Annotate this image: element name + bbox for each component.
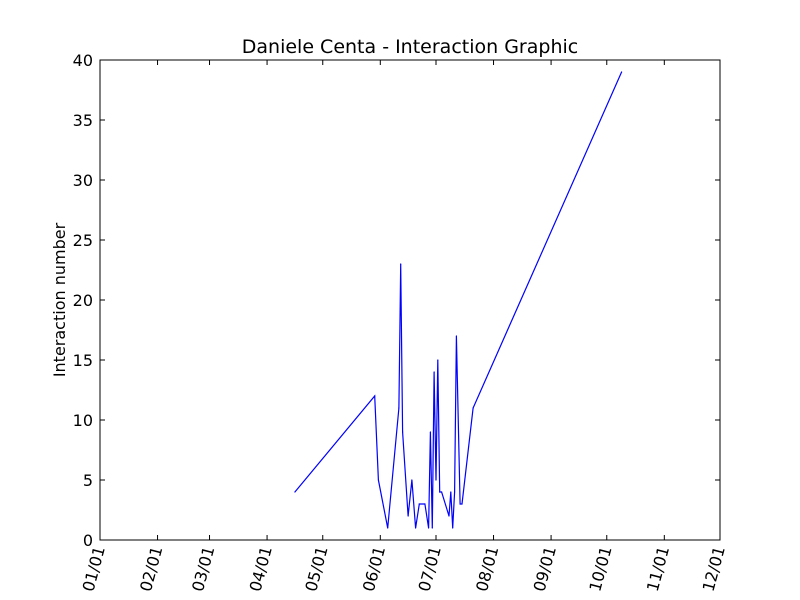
data-point (440, 491, 443, 493)
y-axis-label: Interaction number (50, 222, 69, 377)
y-tick-label: 30 (73, 171, 93, 190)
data-point (439, 491, 441, 493)
data-point (427, 527, 430, 529)
data-point (401, 431, 404, 433)
data-point (450, 491, 452, 493)
y-axis-ticks: 0 5 10 15 20 25 30 35 40 (73, 51, 720, 550)
data-point (455, 335, 458, 337)
data-point (400, 263, 402, 265)
y-tick-label: 20 (73, 291, 93, 310)
data-point (429, 431, 432, 433)
data-point (448, 515, 450, 517)
data-point (377, 479, 380, 481)
data-point (424, 503, 426, 505)
chart-title: Daniele Centa - Interaction Graphic (242, 36, 578, 58)
data-point (621, 71, 623, 73)
y-tick-label: 15 (73, 351, 93, 370)
y-tick-label: 5 (83, 471, 93, 490)
y-tick-label: 25 (73, 231, 93, 250)
y-tick-label: 10 (73, 411, 93, 430)
y-tick-label: 35 (73, 111, 93, 130)
data-point (433, 371, 435, 373)
data-point (437, 359, 439, 361)
data-point (435, 479, 437, 481)
data-point (431, 527, 433, 529)
data-point (398, 407, 400, 409)
data-points (294, 71, 623, 529)
plot-frame (99, 59, 721, 541)
data-point (387, 527, 389, 529)
data-point (459, 503, 461, 505)
data-point (414, 527, 417, 529)
data-point (411, 479, 413, 481)
data-point (452, 527, 454, 529)
data-point (453, 491, 456, 493)
data-point (461, 503, 463, 505)
y-tick-label: 0 (83, 531, 93, 550)
data-point (294, 491, 296, 493)
data-point (418, 503, 420, 505)
data-point (407, 515, 409, 517)
data-point (374, 395, 376, 397)
data-point (472, 407, 474, 409)
y-tick-label: 40 (73, 51, 93, 70)
